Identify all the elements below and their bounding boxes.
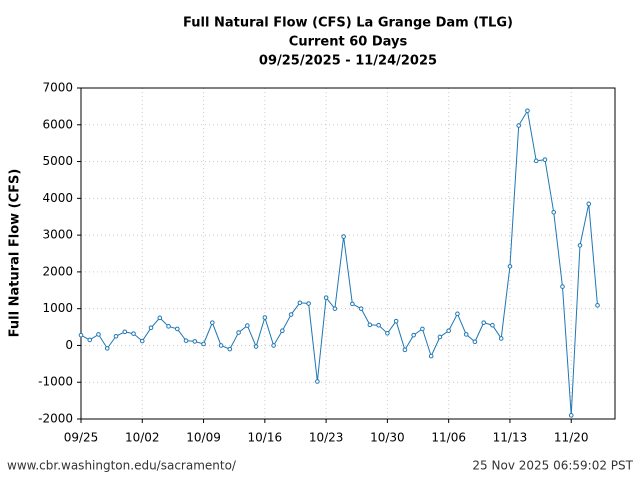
- chart-title: Full Natural Flow (CFS) La Grange Dam (T…: [183, 16, 513, 31]
- footer-timestamp: 25 Nov 2025 06:59:02 PST: [472, 459, 633, 473]
- data-point: [297, 300, 303, 306]
- data-point: [341, 234, 346, 239]
- data-point: [218, 343, 224, 348]
- data-point: [367, 322, 373, 328]
- data-point: [463, 332, 469, 337]
- data-point: [376, 322, 381, 328]
- x-tick-label: 10/09: [186, 431, 221, 445]
- data-point: [227, 346, 233, 352]
- data-point: [428, 353, 434, 359]
- data-point: [595, 303, 600, 308]
- data-point: [262, 315, 268, 320]
- data-point: [201, 341, 206, 347]
- data-point: [533, 158, 539, 164]
- data-point: [551, 210, 557, 215]
- chart-subtitle: Current 60 Days: [289, 35, 408, 50]
- y-tick-label: 5000: [42, 154, 73, 168]
- y-tick-label: 7000: [42, 81, 73, 95]
- y-tick-label: -2000: [38, 412, 73, 426]
- y-tick-label: 4000: [42, 191, 73, 205]
- data-point: [122, 329, 128, 335]
- data-point: [288, 312, 294, 317]
- data-point: [253, 344, 259, 349]
- data-point: [166, 324, 171, 329]
- data-point: [560, 284, 565, 289]
- x-tick-label: 11/06: [431, 431, 466, 445]
- data-point: [490, 322, 495, 328]
- data-point: [420, 326, 425, 332]
- data-point: [271, 343, 276, 348]
- data-point: [131, 331, 136, 336]
- data-point: [332, 306, 338, 311]
- plot-frame: [80, 87, 616, 420]
- data-point: [498, 336, 504, 341]
- y-tick-label: 0: [65, 338, 73, 352]
- data-point: [174, 326, 180, 332]
- data-point: [437, 334, 443, 340]
- data-point: [315, 379, 320, 384]
- data-point: [516, 123, 522, 128]
- x-tick-label: 10/16: [248, 431, 283, 445]
- x-tick-label: 10/02: [125, 431, 160, 445]
- data-point: [280, 328, 285, 334]
- y-tick-label: 6000: [42, 117, 73, 131]
- data-point: [104, 346, 110, 351]
- data-point: [568, 413, 574, 418]
- data-point: [411, 332, 416, 338]
- x-tick-label: 10/23: [309, 431, 344, 445]
- y-tick-label: 2000: [42, 264, 73, 278]
- data-point: [350, 301, 355, 307]
- x-tick-label: 11/13: [493, 431, 528, 445]
- data-point: [481, 320, 486, 325]
- x-tick-label: 09/25: [64, 431, 99, 445]
- data-point: [393, 318, 399, 324]
- chart-date-range: 09/25/2025 - 11/24/2025: [259, 54, 437, 69]
- flow-line: [80, 109, 598, 416]
- data-point: [507, 264, 513, 269]
- data-point: [210, 320, 215, 325]
- data-point: [245, 323, 250, 328]
- data-point: [323, 295, 329, 300]
- data-point: [192, 339, 198, 344]
- data-point: [236, 330, 241, 335]
- footer-url: www.cbr.washington.edu/sacramento/: [7, 459, 237, 473]
- data-point: [358, 306, 364, 311]
- data-point: [402, 347, 408, 353]
- x-tick-label: 10/30: [370, 431, 405, 445]
- data-point: [577, 243, 583, 248]
- data-point: [586, 201, 592, 207]
- data-point: [306, 301, 311, 306]
- x-tick-label: 11/20: [554, 431, 589, 445]
- y-tick-label: -1000: [38, 375, 73, 389]
- y-tick-label: 1000: [42, 301, 73, 315]
- data-point: [385, 331, 390, 336]
- data-point: [525, 108, 530, 114]
- data-point: [455, 311, 460, 317]
- data-point: [78, 332, 84, 338]
- y-tick-label: 3000: [42, 228, 73, 242]
- data-point: [148, 325, 154, 331]
- data-point: [139, 338, 145, 344]
- data-point: [542, 157, 548, 163]
- data-point: [87, 337, 93, 343]
- y-axis-label: Full Natural Flow (CFS): [8, 169, 23, 338]
- data-point: [446, 328, 451, 334]
- data-point: [472, 339, 478, 345]
- data-point: [96, 332, 101, 337]
- data-point: [157, 315, 163, 321]
- data-point: [183, 338, 189, 343]
- data-point: [113, 333, 119, 339]
